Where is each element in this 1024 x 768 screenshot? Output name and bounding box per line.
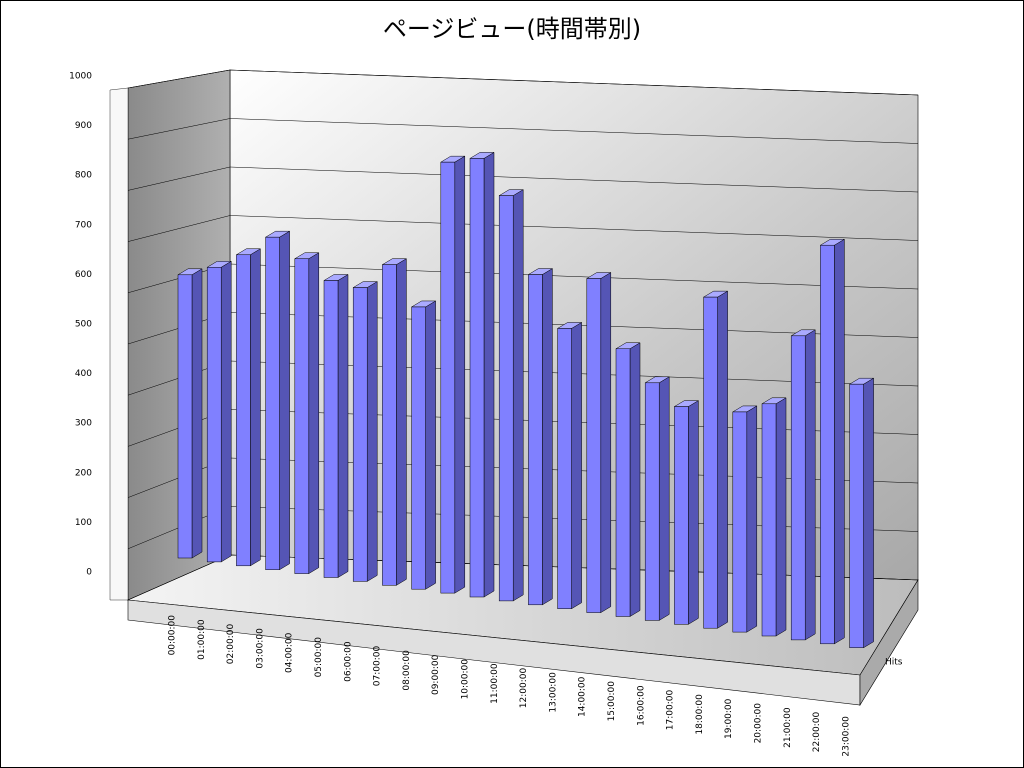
x-tick-label: 21:00:00 (783, 707, 793, 748)
bar (761, 403, 777, 637)
bar-side (834, 238, 845, 645)
bar (294, 258, 310, 574)
bar-side (512, 189, 524, 602)
bar (498, 195, 514, 602)
bar-side (688, 400, 699, 625)
x-tick-label: 15:00:00 (607, 681, 617, 722)
x-tick-label: 13:00:00 (548, 672, 558, 713)
bar-side (804, 329, 816, 641)
bar (265, 236, 280, 570)
bar-side (717, 290, 728, 629)
grid-line (127, 118, 919, 144)
bar-side (746, 405, 758, 633)
bar (703, 296, 718, 629)
x-tick-label: 08:00:00 (402, 650, 412, 691)
x-tick-label: 20:00:00 (754, 703, 764, 744)
y-tick-label: 300 (75, 419, 92, 429)
bar (236, 254, 251, 567)
y-tick-label: 700 (75, 220, 92, 230)
bar-side (220, 260, 232, 563)
legend-label: Hits (885, 658, 903, 668)
y-tick-label: 100 (75, 518, 92, 528)
bar (586, 278, 602, 613)
bar (674, 406, 689, 625)
bar-side (863, 377, 874, 649)
bar (615, 348, 631, 617)
bar (440, 161, 456, 594)
x-tick-label: 12:00:00 (519, 668, 529, 709)
bar-side (337, 274, 349, 578)
y-tick-label: 400 (75, 369, 92, 379)
bar-side (191, 268, 203, 559)
bar (528, 274, 543, 606)
bar (644, 382, 660, 621)
y-tick-label: 500 (75, 320, 92, 330)
bar-side (308, 252, 320, 575)
x-tick-label: 10:00:00 (461, 659, 471, 700)
x-tick-label: 07:00:00 (373, 646, 383, 687)
bar (382, 264, 397, 586)
bar-side (658, 376, 670, 621)
bar-side (483, 151, 495, 598)
y-tick-label: 600 (75, 270, 92, 280)
bar (849, 383, 864, 648)
y-tick-label: 1000 (69, 72, 92, 82)
x-tick-label: 11:00:00 (490, 663, 500, 704)
x-tick-label: 17:00:00 (666, 690, 676, 731)
y-tick-label: 800 (75, 171, 92, 181)
grid-line (127, 166, 919, 193)
x-tick-label: 19:00:00 (724, 698, 734, 739)
bar (732, 411, 748, 633)
floor-side (859, 578, 919, 707)
x-tick-label: 03:00:00 (255, 628, 265, 669)
chart-title: ページビュー(時間帯別) (383, 15, 641, 43)
wall-edge (109, 87, 129, 601)
bar (206, 267, 222, 563)
x-tick-label: 18:00:00 (695, 694, 705, 735)
bar-side (600, 272, 612, 614)
x-tick-label: 22:00:00 (812, 712, 822, 753)
x-tick-label: 06:00:00 (343, 641, 353, 682)
y-tick-label: 200 (75, 468, 92, 478)
bar (352, 287, 368, 582)
bar (790, 335, 806, 641)
y-tick-label: 0 (86, 568, 92, 578)
bar (411, 306, 426, 590)
x-tick-label: 05:00:00 (314, 637, 324, 678)
x-tick-label: 14:00:00 (578, 676, 588, 717)
bar-side (279, 230, 290, 571)
x-tick-label: 23:00:00 (841, 716, 851, 757)
x-tick-label: 01:00:00 (197, 619, 207, 660)
x-tick-label: 00:00:00 (168, 615, 178, 656)
bar-side (425, 300, 436, 590)
bar-side (454, 155, 466, 594)
bar-side (250, 248, 261, 567)
bar (820, 244, 835, 645)
bar-side (571, 321, 582, 610)
bar-side (542, 268, 553, 606)
grid-line (127, 69, 919, 96)
grid-line (127, 215, 919, 242)
x-tick-label: 16:00:00 (636, 685, 646, 726)
bar (557, 328, 572, 609)
y-tick-label: 900 (75, 121, 92, 131)
x-tick-label: 02:00:00 (226, 624, 236, 665)
x-tick-label: 09:00:00 (431, 654, 441, 695)
bar-side (629, 342, 641, 617)
bar-side (396, 258, 407, 586)
x-tick-label: 04:00:00 (285, 632, 295, 673)
bar-side (775, 397, 787, 637)
bar (323, 280, 339, 578)
bar (469, 158, 485, 598)
bar (177, 274, 193, 559)
bar-side (366, 281, 378, 582)
